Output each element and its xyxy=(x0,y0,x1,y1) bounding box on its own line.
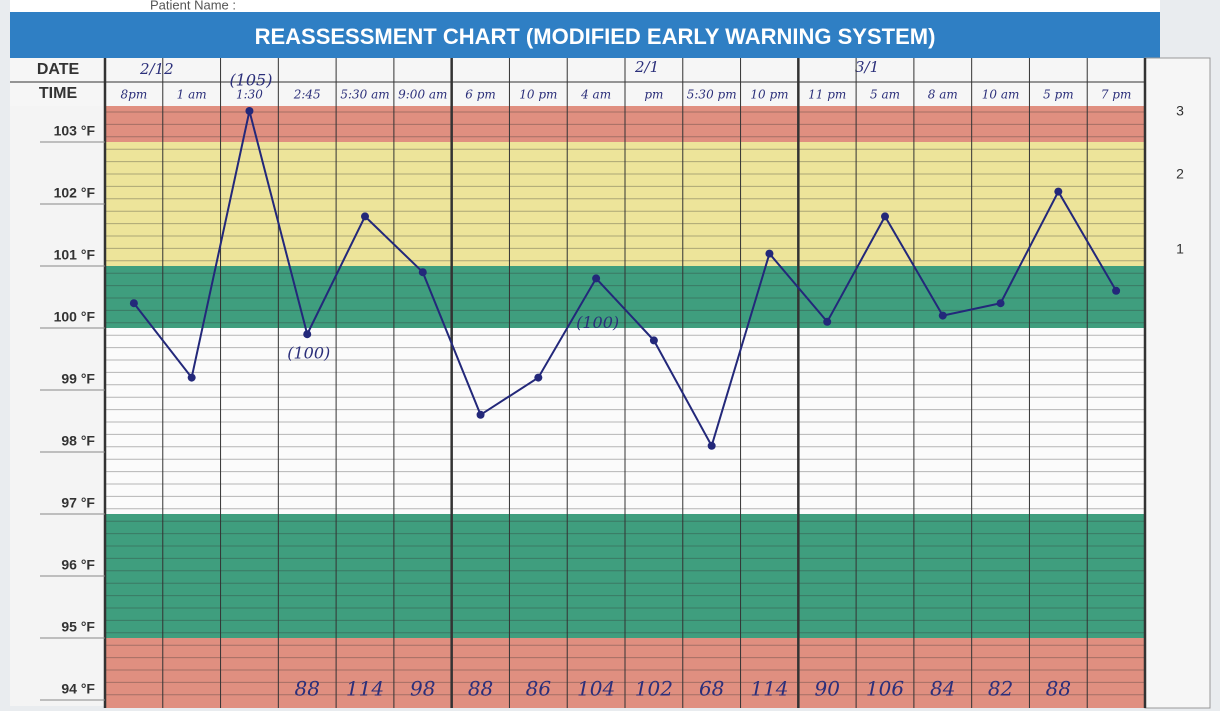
patient-label: Patient Name : xyxy=(150,0,236,12)
y-tick-label: 102 °F xyxy=(54,185,96,201)
x-tick-label: 1 am xyxy=(177,88,207,102)
temperature-point xyxy=(188,374,196,382)
x-tick-label: 8 am xyxy=(928,88,958,102)
chart-photo: Patient Name : REASSESSMENT CHART (MODIF… xyxy=(0,0,1220,711)
temperature-point xyxy=(303,330,311,338)
x-tick-label: 11 pm xyxy=(808,88,846,102)
score-label: 1 xyxy=(1176,241,1184,257)
temperature-point xyxy=(765,250,773,258)
x-tick-label: pm xyxy=(644,88,663,102)
time-label: TIME xyxy=(39,85,78,102)
temperature-point xyxy=(130,299,138,307)
temperature-point xyxy=(245,107,253,115)
date-entry: 2/12 xyxy=(139,60,174,78)
y-tick-label: 97 °F xyxy=(61,495,95,511)
bottom-entry: 104 xyxy=(577,677,615,701)
x-tick-label: 2:45 xyxy=(293,88,321,102)
x-tick-label: 10 pm xyxy=(750,88,788,102)
annotation: (100) xyxy=(287,344,330,363)
y-tick-label: 103 °F xyxy=(54,123,96,139)
x-tick-label: 5 pm xyxy=(1043,88,1074,102)
x-tick-label: 10 am xyxy=(982,88,1020,102)
x-tick-label: 10 pm xyxy=(519,88,557,102)
bottom-entry: 90 xyxy=(814,677,840,701)
y-tick-label: 96 °F xyxy=(61,557,95,573)
bottom-entry: 88 xyxy=(294,677,319,701)
temperature-point xyxy=(534,374,542,382)
chart-title: REASSESSMENT CHART (MODIFIED EARLY WARNI… xyxy=(255,24,936,49)
bottom-entry: 102 xyxy=(635,677,673,701)
bottom-entry: 88 xyxy=(468,677,493,701)
x-tick-label: 7 pm xyxy=(1101,88,1132,102)
temperature-point xyxy=(419,268,427,276)
x-tick-label: 1:30 xyxy=(236,88,263,102)
temperature-point xyxy=(708,442,716,450)
annotation: (100) xyxy=(576,313,619,332)
y-tick-label: 100 °F xyxy=(54,309,96,325)
bottom-entry: 82 xyxy=(988,677,1013,701)
score-label: 3 xyxy=(1176,103,1184,119)
x-tick-label: 4 am xyxy=(580,88,611,102)
bottom-entry: 114 xyxy=(346,677,384,701)
temperature-point xyxy=(881,212,889,220)
x-tick-label: 5:30 pm xyxy=(687,88,737,102)
date-entry: 2/1 xyxy=(634,58,659,76)
bottom-entry: 68 xyxy=(699,677,724,701)
bottom-entry: 114 xyxy=(750,677,788,701)
temperature-point xyxy=(939,312,947,320)
temperature-point xyxy=(477,411,485,419)
temperature-point xyxy=(997,299,1005,307)
bottom-entry: 86 xyxy=(526,677,552,701)
date-entry: 3/1 xyxy=(855,58,879,76)
annotation: (105) xyxy=(229,71,272,90)
temperature-point xyxy=(361,212,369,220)
x-tick-label: 5 am xyxy=(870,88,900,102)
bottom-entry: 106 xyxy=(866,677,904,701)
temperature-point xyxy=(1112,287,1120,295)
temperature-point xyxy=(1054,188,1062,196)
y-tick-label: 101 °F xyxy=(54,247,96,263)
temperature-point xyxy=(592,274,600,282)
x-tick-label: 6 pm xyxy=(465,88,496,102)
x-tick-label: 8pm xyxy=(121,88,148,102)
bottom-entry: 84 xyxy=(930,677,955,701)
y-tick-label: 98 °F xyxy=(61,433,95,449)
bottom-entry: 98 xyxy=(410,677,435,701)
score-label: 2 xyxy=(1176,166,1184,182)
y-tick-label: 95 °F xyxy=(61,619,95,635)
x-tick-label: 9:00 am xyxy=(398,88,447,102)
score-column xyxy=(1145,58,1210,708)
bottom-entry: 88 xyxy=(1046,677,1071,701)
x-tick-label: 5:30 am xyxy=(340,88,389,102)
y-tick-label: 94 °F xyxy=(61,681,95,697)
y-tick-label: 99 °F xyxy=(61,371,95,387)
date-label: DATE xyxy=(37,61,80,78)
temperature-point xyxy=(650,336,658,344)
temperature-point xyxy=(823,318,831,326)
